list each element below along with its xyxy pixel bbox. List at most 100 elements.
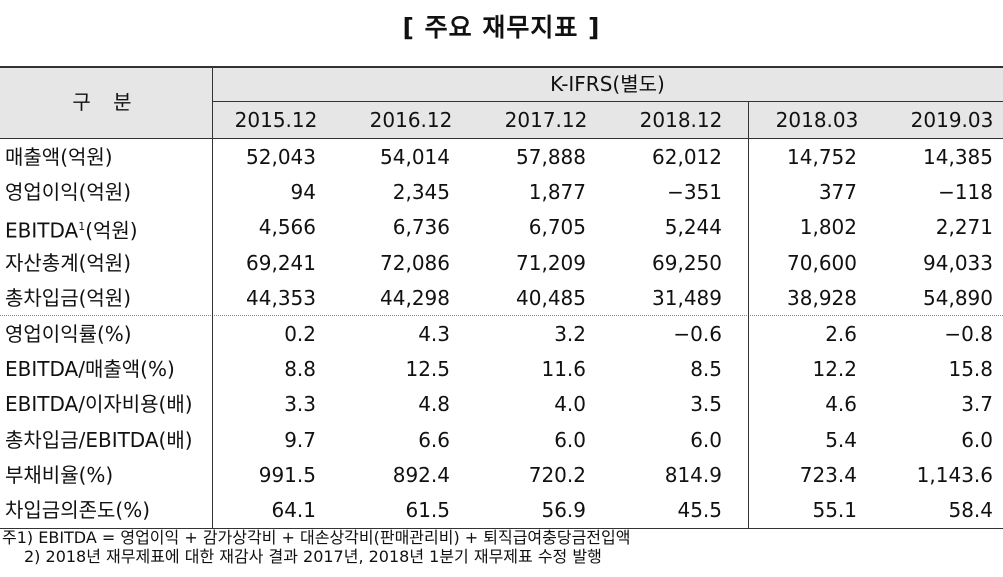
value-cell: 15.8 [948, 357, 993, 382]
row-label: 자산총계(억원) [5, 246, 131, 280]
value-cell: 94 [290, 180, 316, 205]
row-label-text: 차입금의존도(%) [5, 498, 151, 522]
value-cell: 4,566 [258, 215, 316, 240]
column-header: 2015.12 [234, 108, 318, 132]
value-cell: 61.5 [405, 498, 450, 522]
value-cell: 9.7 [284, 427, 316, 452]
value-cell: 44,353 [246, 285, 316, 310]
row-label: 영업이익(억원) [5, 175, 131, 209]
value-cell: −118 [938, 180, 993, 205]
value-cell: 892.4 [392, 462, 450, 487]
value-cell: 52,043 [246, 145, 316, 169]
value-cell: 54,014 [380, 145, 450, 169]
value-cell: 14,752 [787, 145, 857, 169]
value-cell: 71,209 [516, 250, 586, 275]
row-label: 차입금의존도(%) [5, 493, 150, 527]
row-label: 총차입금(억원) [5, 281, 131, 315]
value-cell: 377 [818, 180, 857, 205]
row-label: 매출액(억원) [5, 140, 113, 174]
value-cell: 991.5 [258, 462, 316, 487]
label-column-divider [212, 67, 213, 528]
value-cell: 54,890 [923, 285, 993, 310]
title: [ 주요 재무지표 ] [402, 13, 601, 42]
value-cell: 814.9 [664, 462, 722, 487]
value-cell: 58.4 [948, 498, 993, 522]
corner-header: 구 분 [72, 90, 140, 114]
value-cell: 12.5 [405, 357, 450, 382]
table-top-border [0, 66, 1003, 68]
row-label-text: EBITDA/매출액(%) [5, 357, 175, 382]
value-cell: 40,485 [516, 285, 586, 310]
value-cell: 2,271 [935, 215, 993, 240]
value-cell: 8.5 [690, 357, 722, 382]
value-cell: 2,345 [392, 180, 450, 205]
value-cell: 3.5 [690, 392, 722, 417]
row-label-text: 총차입금(억원) [5, 285, 132, 310]
row-label-text: 매출액(억원) [5, 145, 113, 169]
value-cell: 56.9 [541, 498, 586, 522]
value-cell: −0.8 [944, 322, 993, 346]
value-cell: −351 [667, 180, 722, 205]
value-cell: 6.0 [961, 427, 993, 452]
value-cell: 5.4 [825, 427, 857, 452]
value-cell: 6.0 [554, 427, 586, 452]
value-cell: 64.1 [271, 498, 316, 522]
row-label-text: 자산총계(억원) [5, 250, 132, 275]
footnote: 2) 2018년 재무제표에 대한 재감사 결과 2017년, 2018년 1분… [24, 547, 602, 566]
row-label-text: 부채비율(%) [5, 462, 114, 487]
value-cell: 4.8 [418, 392, 450, 417]
value-cell: 8.8 [284, 357, 316, 382]
value-cell: 14,385 [923, 145, 993, 169]
column-header: 2018.12 [639, 108, 723, 132]
value-cell: 720.2 [528, 462, 586, 487]
value-cell: 69,250 [652, 250, 722, 275]
value-cell: 4.0 [554, 392, 586, 417]
row-label: 총차입금/EBITDA(배) [5, 423, 193, 457]
row-label-text: 총차입금/EBITDA(배) [5, 427, 193, 452]
row-label: 부채비율(%) [5, 458, 113, 492]
column-header: 2019.03 [910, 108, 994, 132]
value-cell: 55.1 [812, 498, 857, 522]
value-cell: 4.6 [825, 392, 857, 417]
header-background [0, 67, 1003, 138]
value-cell: 94,033 [923, 250, 993, 275]
column-header: 2016.12 [369, 108, 453, 132]
row-label-text: 영업이익률(%) [5, 322, 132, 346]
value-cell: 70,600 [787, 250, 857, 275]
value-cell: 723.4 [799, 462, 857, 487]
value-cell: 5,244 [664, 215, 722, 240]
value-cell: −0.6 [673, 322, 722, 346]
table-bottom-border [0, 528, 1003, 529]
value-cell: 6.0 [690, 427, 722, 452]
value-cell: 62,012 [652, 145, 722, 169]
header-divider [212, 101, 1003, 102]
value-cell: 12.2 [812, 357, 857, 382]
footnote: 주1) EBITDA = 영업이익 + 감가상각비 + 대손상각비(판매관리비)… [2, 528, 631, 547]
value-cell: 6,705 [528, 215, 586, 240]
value-cell: 3.7 [961, 392, 993, 417]
value-cell: 2.6 [825, 322, 857, 346]
value-cell: 38,928 [787, 285, 857, 310]
row-label: EBITDA/매출액(%) [5, 352, 175, 386]
value-cell: 1,143.6 [916, 462, 993, 487]
group-separator [0, 315, 1003, 316]
value-cell: 6,736 [392, 215, 450, 240]
row-label: EBITDA/이자비용(배) [5, 387, 193, 421]
value-cell: 72,086 [380, 250, 450, 275]
row-label-text: EBITDA/이자비용(배) [5, 392, 193, 417]
row-label-text: EBITDA [5, 219, 79, 244]
value-cell: 3.3 [284, 392, 316, 417]
value-cell: 69,241 [246, 250, 316, 275]
footnote-marker: 1 [78, 220, 86, 234]
row-label: 영업이익률(%) [5, 317, 132, 351]
header-bottom-border [0, 138, 1003, 139]
value-cell: 45.5 [677, 498, 722, 522]
value-cell: 1,877 [528, 180, 586, 205]
value-cell: 1,802 [799, 215, 857, 240]
value-cell: 44,298 [380, 285, 450, 310]
value-cell: 57,888 [516, 145, 586, 169]
row-label: EBITDA1(억원) [5, 210, 138, 244]
value-cell: 6.6 [418, 427, 450, 452]
group-header: K-IFRS(별도) [550, 72, 665, 96]
